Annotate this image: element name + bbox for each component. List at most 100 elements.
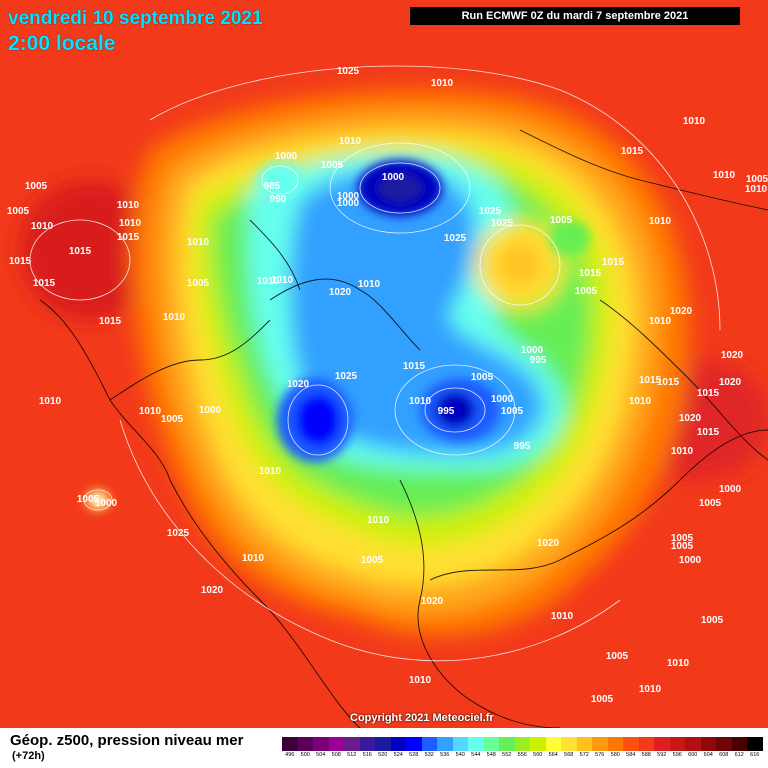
isobar-label: 1005 xyxy=(25,181,48,192)
isobar-label: 1010 xyxy=(367,515,390,526)
scale-swatch: 616 xyxy=(747,737,763,761)
isobar-label: 1010 xyxy=(683,116,706,127)
scale-swatch: 588 xyxy=(638,737,654,761)
scale-color xyxy=(452,737,468,751)
scale-swatch: 544 xyxy=(468,737,484,761)
scale-color xyxy=(669,737,685,751)
scale-label: 584 xyxy=(626,752,636,758)
scale-label: 596 xyxy=(672,752,682,758)
color-scale: 496 500 504 508 512 516 520 524 528 532 536 540 544 5… xyxy=(282,737,763,761)
scale-swatch: 512 xyxy=(344,737,360,761)
isobar-label: 1015 xyxy=(9,256,32,267)
scale-swatch: 592 xyxy=(654,737,670,761)
scale-color xyxy=(700,737,716,751)
isobar-label: 1020 xyxy=(201,585,224,596)
isobar-label: 1010 xyxy=(163,312,186,323)
isobar-label: 1005 xyxy=(361,555,384,566)
isobar-label: 1020 xyxy=(329,287,352,298)
isobar-labels: 1025101010101005101510101005101010151010… xyxy=(7,66,768,705)
scale-color xyxy=(514,737,530,751)
isobar-label: 1005 xyxy=(501,406,524,417)
scale-swatch: 556 xyxy=(514,737,530,761)
scale-color xyxy=(421,737,437,751)
isobar-label: 1005 xyxy=(7,206,30,217)
isobar-label: 1015 xyxy=(403,361,426,372)
isobar-label: 1005 xyxy=(471,372,494,383)
isobar-label: 1010 xyxy=(39,396,62,407)
scale-swatch: 580 xyxy=(607,737,623,761)
isobar-label: 1005 xyxy=(671,533,694,544)
scale-label: 564 xyxy=(548,752,558,758)
isobar-label: 995 xyxy=(438,406,455,417)
isobar-label: 1000 xyxy=(679,555,702,566)
legend-title: Géop. z500, pression niveau mer xyxy=(10,732,244,749)
scale-color xyxy=(375,737,391,751)
scale-color xyxy=(359,737,375,751)
scale-color xyxy=(592,737,608,751)
isobar-label: 1020 xyxy=(287,379,310,390)
isobar-label: 1010 xyxy=(713,170,736,181)
isobar-label: 1015 xyxy=(117,232,140,243)
coastlines xyxy=(39,129,768,728)
isobar-label: 1020 xyxy=(670,306,693,317)
isobar-label: 1010 xyxy=(671,446,694,457)
scale-swatch: 560 xyxy=(530,737,546,761)
isobar-label: 1010 xyxy=(271,275,294,286)
isobar-label: 1025 xyxy=(335,371,358,382)
isobar-label: 1010 xyxy=(257,276,280,287)
scale-swatch: 528 xyxy=(406,737,422,761)
scale-swatch: 520 xyxy=(375,737,391,761)
isobar-label: 1015 xyxy=(639,375,662,386)
isobar-label: 1005 xyxy=(161,414,184,425)
scale-swatch: 552 xyxy=(499,737,515,761)
isobar-label: 1015 xyxy=(657,377,680,388)
isobar-label: 1025 xyxy=(491,218,514,229)
isobar-label: 1005 xyxy=(699,498,722,509)
isobar-label: 1010 xyxy=(629,396,652,407)
isobar-label: 1005 xyxy=(606,651,629,662)
forecast-map: 1025 1010 1010 1005 1015 1010 1005 1010 1015 1010… xyxy=(0,0,768,728)
geopotential-field: 1025101010101005101510101005101010151010… xyxy=(0,0,768,728)
scale-label: 536 xyxy=(440,752,450,758)
isobar-label: 1010 xyxy=(409,396,432,407)
isobar-label: 1005 xyxy=(187,278,210,289)
isobar-label: 995 xyxy=(530,355,547,366)
run-info: Run ECMWF 0Z du mardi 7 septembre 2021 xyxy=(410,7,740,25)
isobar-label: 1010 xyxy=(242,553,265,564)
isobar-label: 1015 xyxy=(99,316,122,327)
isobar-label: 1010 xyxy=(649,316,672,327)
isobar-label: 1015 xyxy=(579,268,602,279)
scale-color xyxy=(638,737,654,751)
isobar-label: 1025 xyxy=(444,233,467,244)
scale-label: 552 xyxy=(502,752,512,758)
scale-swatch: 536 xyxy=(437,737,453,761)
isobar-label: 995 xyxy=(514,441,531,452)
isobar-label: 1015 xyxy=(69,246,92,257)
scale-swatch: 604 xyxy=(700,737,716,761)
scale-label: 560 xyxy=(533,752,543,758)
isobar-label: 1000 xyxy=(491,394,514,405)
isobar-label: 1010 xyxy=(259,466,282,477)
scale-color xyxy=(545,737,561,751)
scale-swatch: 612 xyxy=(731,737,747,761)
isobar-label: 1010 xyxy=(639,684,662,695)
scale-color xyxy=(499,737,515,751)
isobar-label: 1005 xyxy=(591,694,614,705)
scale-swatch: 548 xyxy=(483,737,499,761)
isobar-label: 1005 xyxy=(575,286,598,297)
isobar-label: 1000 xyxy=(95,498,118,509)
scale-color xyxy=(747,737,763,751)
isobar-label: 1015 xyxy=(621,146,644,157)
scale-swatch: 596 xyxy=(669,737,685,761)
isobar-label: 1010 xyxy=(117,200,140,211)
scale-label: 544 xyxy=(471,752,481,758)
isobar-label: 1020 xyxy=(537,538,560,549)
scale-label: 612 xyxy=(734,752,744,758)
isobar-label: 1005 xyxy=(671,541,694,552)
isobar-label: 1000 xyxy=(275,151,298,162)
scale-color xyxy=(716,737,732,751)
scale-label: 516 xyxy=(362,752,372,758)
isobar-label: 1000 xyxy=(337,191,360,202)
scale-label: 616 xyxy=(750,752,760,758)
scale-color xyxy=(406,737,422,751)
